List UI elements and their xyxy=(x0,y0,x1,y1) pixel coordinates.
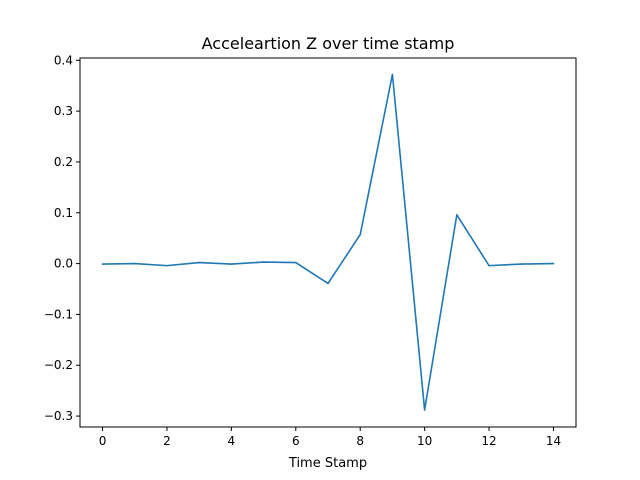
y-tick-label: 0.1 xyxy=(54,206,73,220)
y-tick-label: −0.2 xyxy=(44,358,73,372)
data-point xyxy=(456,213,458,216)
data-point xyxy=(198,261,200,264)
x-axis-label: Time Stamp xyxy=(288,456,367,471)
series-points xyxy=(101,73,555,411)
y-tick-label: 0.0 xyxy=(54,257,73,271)
chart-title: Acceleartion Z over time stamp xyxy=(202,34,455,53)
data-point xyxy=(391,73,394,76)
data-point xyxy=(552,262,555,265)
y-tick-label: 0.4 xyxy=(54,53,73,67)
y-tick-label: 0.2 xyxy=(54,155,73,169)
data-point xyxy=(359,233,362,236)
x-tick-label: 14 xyxy=(546,434,561,448)
x-tick-label: 10 xyxy=(417,434,432,448)
data-point xyxy=(294,261,297,264)
data-point xyxy=(262,261,265,263)
series-line xyxy=(102,73,554,411)
x-tick-label: 12 xyxy=(481,434,496,448)
x-tick-label: 2 xyxy=(163,434,171,448)
data-point xyxy=(133,262,136,265)
data-point xyxy=(101,263,104,265)
y-tick-label: −0.1 xyxy=(44,307,73,321)
x-axis: 0 2 4 6 8 10 12 14 xyxy=(99,427,561,448)
x-tick-label: 6 xyxy=(292,434,300,448)
y-tick-label: 0.3 xyxy=(54,104,73,118)
data-point xyxy=(230,263,233,265)
y-tick-label: −0.3 xyxy=(44,409,73,423)
data-point xyxy=(166,264,168,267)
y-axis: −0.3 −0.2 −0.1 0.0 0.1 0.2 0.3 0.4 xyxy=(44,53,80,423)
data-point xyxy=(488,264,490,267)
x-tick-label: 4 xyxy=(228,434,236,448)
data-point xyxy=(327,282,329,285)
plot-area-frame xyxy=(79,57,577,428)
data-point xyxy=(423,409,426,411)
x-tick-label: 0 xyxy=(99,434,107,448)
x-tick-label: 8 xyxy=(356,434,364,448)
data-point xyxy=(520,263,523,265)
